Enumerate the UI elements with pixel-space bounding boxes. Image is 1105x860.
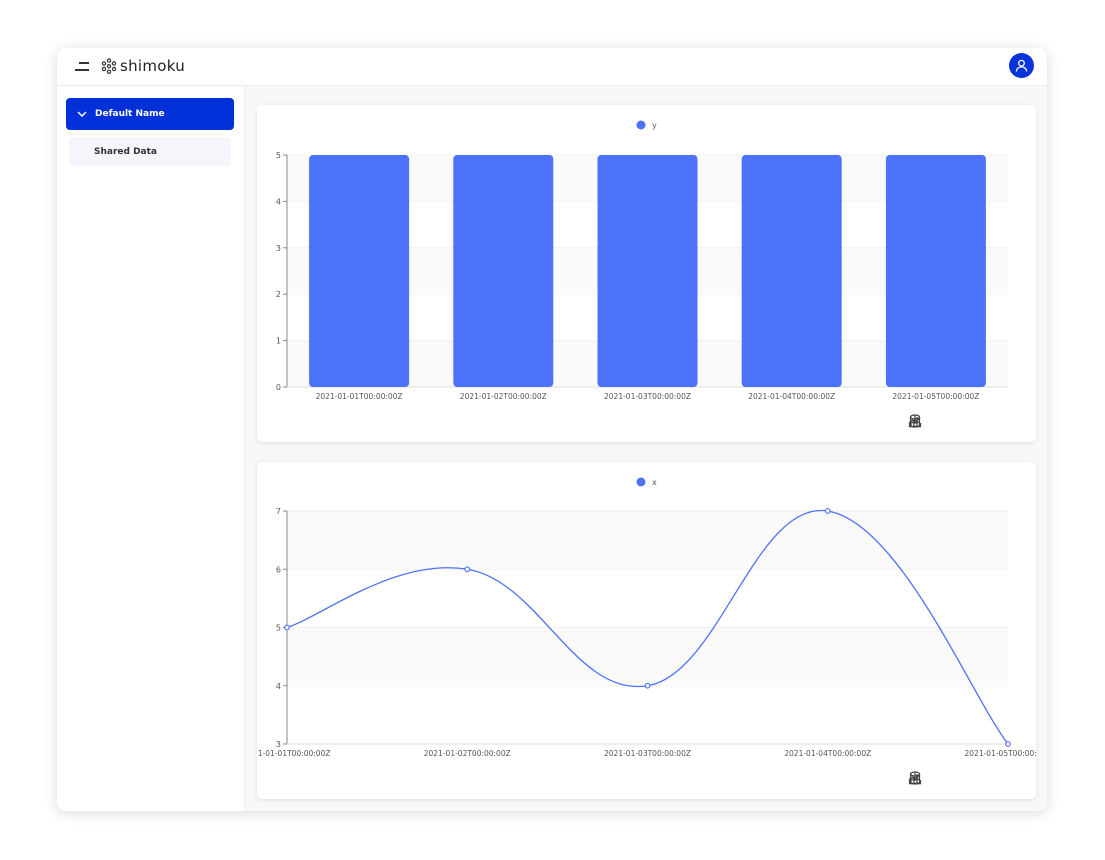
database-icon — [909, 771, 921, 785]
line-chart: x 3 4 5 6 7 2021-01-01T00:00:00Z 2021-01-02T00:… — [257, 477, 1037, 758]
bar — [741, 155, 842, 387]
x-tick-label: 2021-01-01T00:00:00Z — [257, 749, 331, 758]
x-tick-label: 2021-01-04T00:00:00Z — [784, 749, 871, 758]
legend-label: x — [652, 478, 657, 487]
y-tick-label: 5 — [276, 624, 281, 633]
x-tick-label: 2021-01-03T00:00:00Z — [604, 392, 691, 401]
x-tick-label: 2021-01-01T00:00:00Z — [316, 392, 403, 401]
database-icon — [909, 414, 921, 428]
bar-chart-button[interactable] — [909, 414, 978, 428]
bar — [885, 155, 986, 387]
sidebar: Default Name Shared Data — [57, 86, 245, 811]
x-tick-label: 2021-01-02T00:00:00Z — [424, 749, 511, 758]
user-avatar[interactable] — [1009, 53, 1034, 78]
legend-label: y — [652, 121, 657, 130]
y-tick-label: 3 — [276, 740, 281, 749]
header: shimoku — [57, 48, 1047, 86]
chart-toolbar — [908, 414, 1006, 428]
sidebar-item-default-name[interactable]: Default Name — [66, 98, 234, 130]
menu-icon[interactable] — [75, 61, 89, 71]
data-point — [644, 682, 651, 689]
main-content: y 0 1 2 3 4 5 2021-01-01T00:00:00Z 2021-01-02T00… — [245, 86, 1047, 811]
series-line — [286, 510, 1009, 745]
sidebar-item-label: Shared Data — [94, 146, 157, 157]
bar-chart: y 0 1 2 3 4 5 2021-01-01T00:00:00Z 2021-01-02T00… — [276, 120, 1008, 401]
grid-band — [287, 627, 1008, 686]
app-window: shimoku Default Name Shared Data y 0 1 2 3 4 5… — [57, 48, 1047, 811]
x-tick-label: 2021-01-04T00:00:00Z — [748, 392, 835, 401]
bar — [597, 155, 698, 387]
y-tick-label: 3 — [276, 244, 281, 253]
chart-toolbar — [908, 771, 1006, 785]
logo: shimoku — [101, 57, 185, 75]
data-point — [284, 624, 290, 631]
x-tick-label: 2021-01-05T00:00:00Z — [892, 392, 979, 401]
x-tick-label: 2021-01-05T00:00:00Z — [965, 749, 1037, 758]
y-tick-label: 7 — [276, 507, 281, 516]
database-button[interactable] — [909, 771, 1006, 785]
bar-chart-button[interactable] — [909, 771, 978, 785]
y-tick-label: 4 — [276, 682, 281, 691]
bar-chart-card: y 0 1 2 3 4 5 2021-01-01T00:00:00Z 2021-01-02T00… — [257, 105, 1036, 442]
data-point — [824, 508, 831, 514]
y-tick-label: 1 — [276, 337, 281, 346]
database-button[interactable] — [909, 414, 1006, 428]
bar — [453, 155, 554, 387]
logo-text: shimoku — [120, 57, 186, 75]
legend-marker — [636, 477, 646, 487]
x-tick-label: 2021-01-02T00:00:00Z — [460, 392, 547, 401]
sidebar-item-shared-data[interactable]: Shared Data — [69, 137, 231, 166]
y-tick-label: 0 — [276, 383, 281, 392]
grid-band — [287, 511, 1008, 570]
y-tick-label: 5 — [276, 151, 281, 160]
data-point — [1005, 741, 1011, 747]
y-tick-label: 4 — [276, 197, 281, 206]
user-icon — [1015, 59, 1028, 72]
logo-icon — [101, 58, 117, 74]
y-tick-label: 6 — [276, 565, 281, 574]
y-tick-label: 2 — [276, 290, 281, 299]
data-point — [464, 566, 471, 573]
chevron-down-icon — [77, 111, 87, 117]
bar — [309, 155, 410, 387]
line-chart-button[interactable] — [908, 414, 950, 428]
sidebar-item-label: Default Name — [95, 109, 165, 119]
x-tick-label: 2021-01-03T00:00:00Z — [604, 749, 691, 758]
line-chart-button[interactable] — [908, 771, 950, 785]
line-chart-card: x 3 4 5 6 7 2021-01-01T00:00:00Z 2021-01-02T00:… — [257, 462, 1036, 799]
legend-marker — [636, 120, 646, 130]
